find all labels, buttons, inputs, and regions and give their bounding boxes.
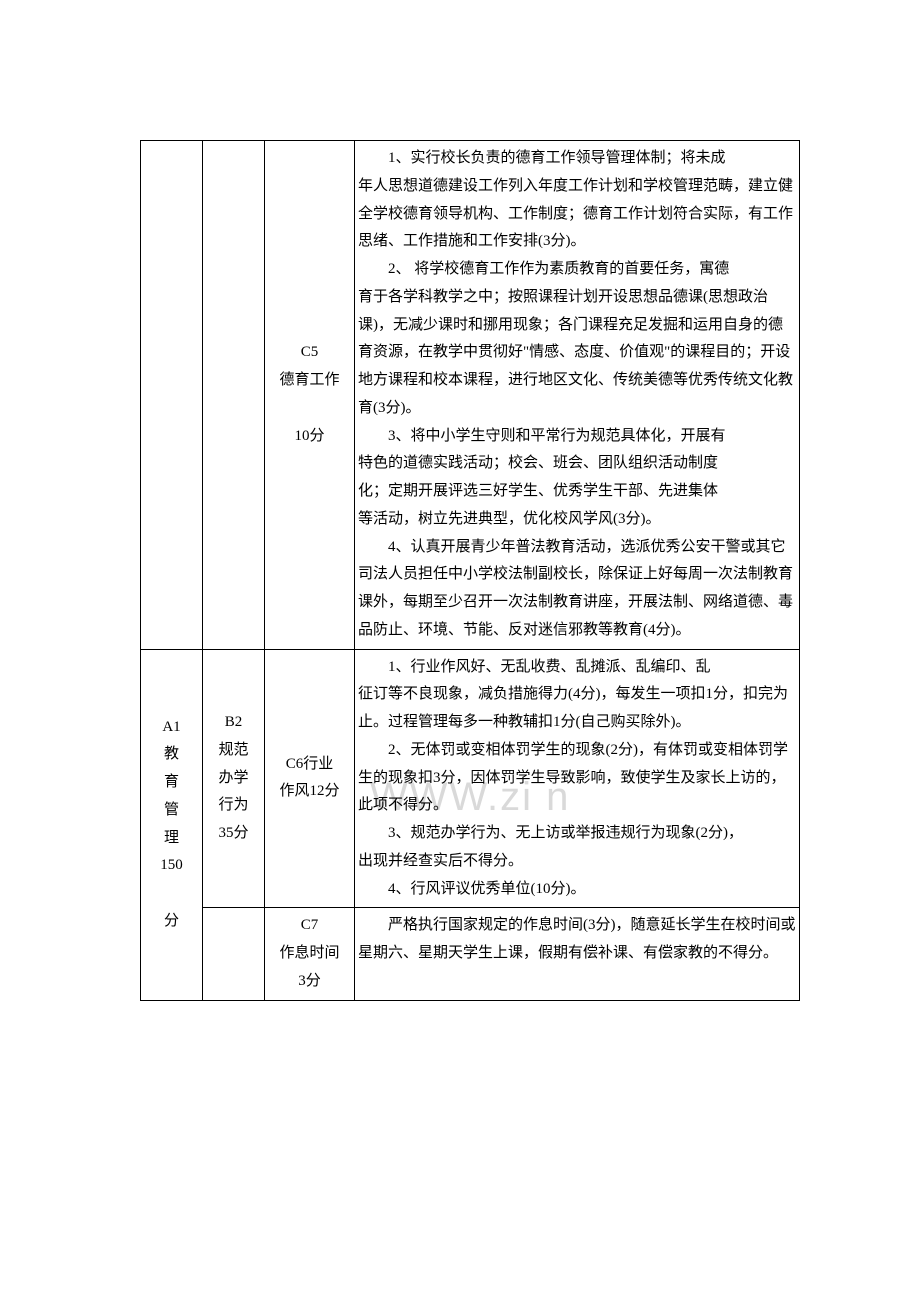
evaluation-table: C5德育工作 10分 1、实行校长负责的德育工作领导管理体制；将未成年人思想道德… xyxy=(140,140,800,1001)
cell-a1: A1教育管理150 分 xyxy=(141,649,203,1000)
cell-b-blank-1 xyxy=(203,141,265,650)
cell-c7: C7作息时间3分 xyxy=(265,908,355,1000)
table-container: WWW.zi n C5德育工作 10分 1、实行校长负责的德育工作领导管理体制；… xyxy=(140,140,800,1001)
table-row: C5德育工作 10分 1、实行校长负责的德育工作领导管理体制；将未成年人思想道德… xyxy=(141,141,800,650)
table-row: A1教育管理150 分 B2规范办学行为35分 C6行业作风12分 1、行业作风… xyxy=(141,649,800,908)
cell-b-blank-2 xyxy=(203,908,265,1000)
cell-c6: C6行业作风12分 xyxy=(265,649,355,908)
cell-c7-content: 严格执行国家规定的作息时间(3分)，随意延长学生在校时间或星期六、星期天学生上课… xyxy=(355,908,800,1000)
table-row: C7作息时间3分 严格执行国家规定的作息时间(3分)，随意延长学生在校时间或星期… xyxy=(141,908,800,1000)
cell-c5-content: 1、实行校长负责的德育工作领导管理体制；将未成年人思想道德建设工作列入年度工作计… xyxy=(355,141,800,650)
cell-c6-content: 1、行业作风好、无乱收费、乱摊派、乱编印、乱征订等不良现象，减负措施得力(4分)… xyxy=(355,649,800,908)
cell-a-blank xyxy=(141,141,203,650)
cell-b2: B2规范办学行为35分 xyxy=(203,649,265,908)
cell-c5: C5德育工作 10分 xyxy=(265,141,355,650)
